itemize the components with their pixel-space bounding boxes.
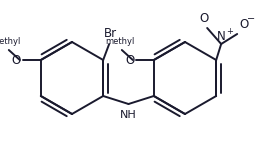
- Text: N: N: [217, 30, 226, 43]
- Text: +: +: [226, 27, 233, 36]
- Text: −: −: [247, 14, 255, 24]
- Text: O: O: [239, 18, 248, 31]
- Text: methyl: methyl: [0, 37, 21, 46]
- Text: O: O: [12, 53, 21, 67]
- Text: O: O: [200, 12, 209, 25]
- Text: O: O: [126, 53, 135, 67]
- Text: Br: Br: [104, 27, 117, 40]
- Text: methyl: methyl: [105, 37, 134, 46]
- Text: NH: NH: [120, 110, 137, 120]
